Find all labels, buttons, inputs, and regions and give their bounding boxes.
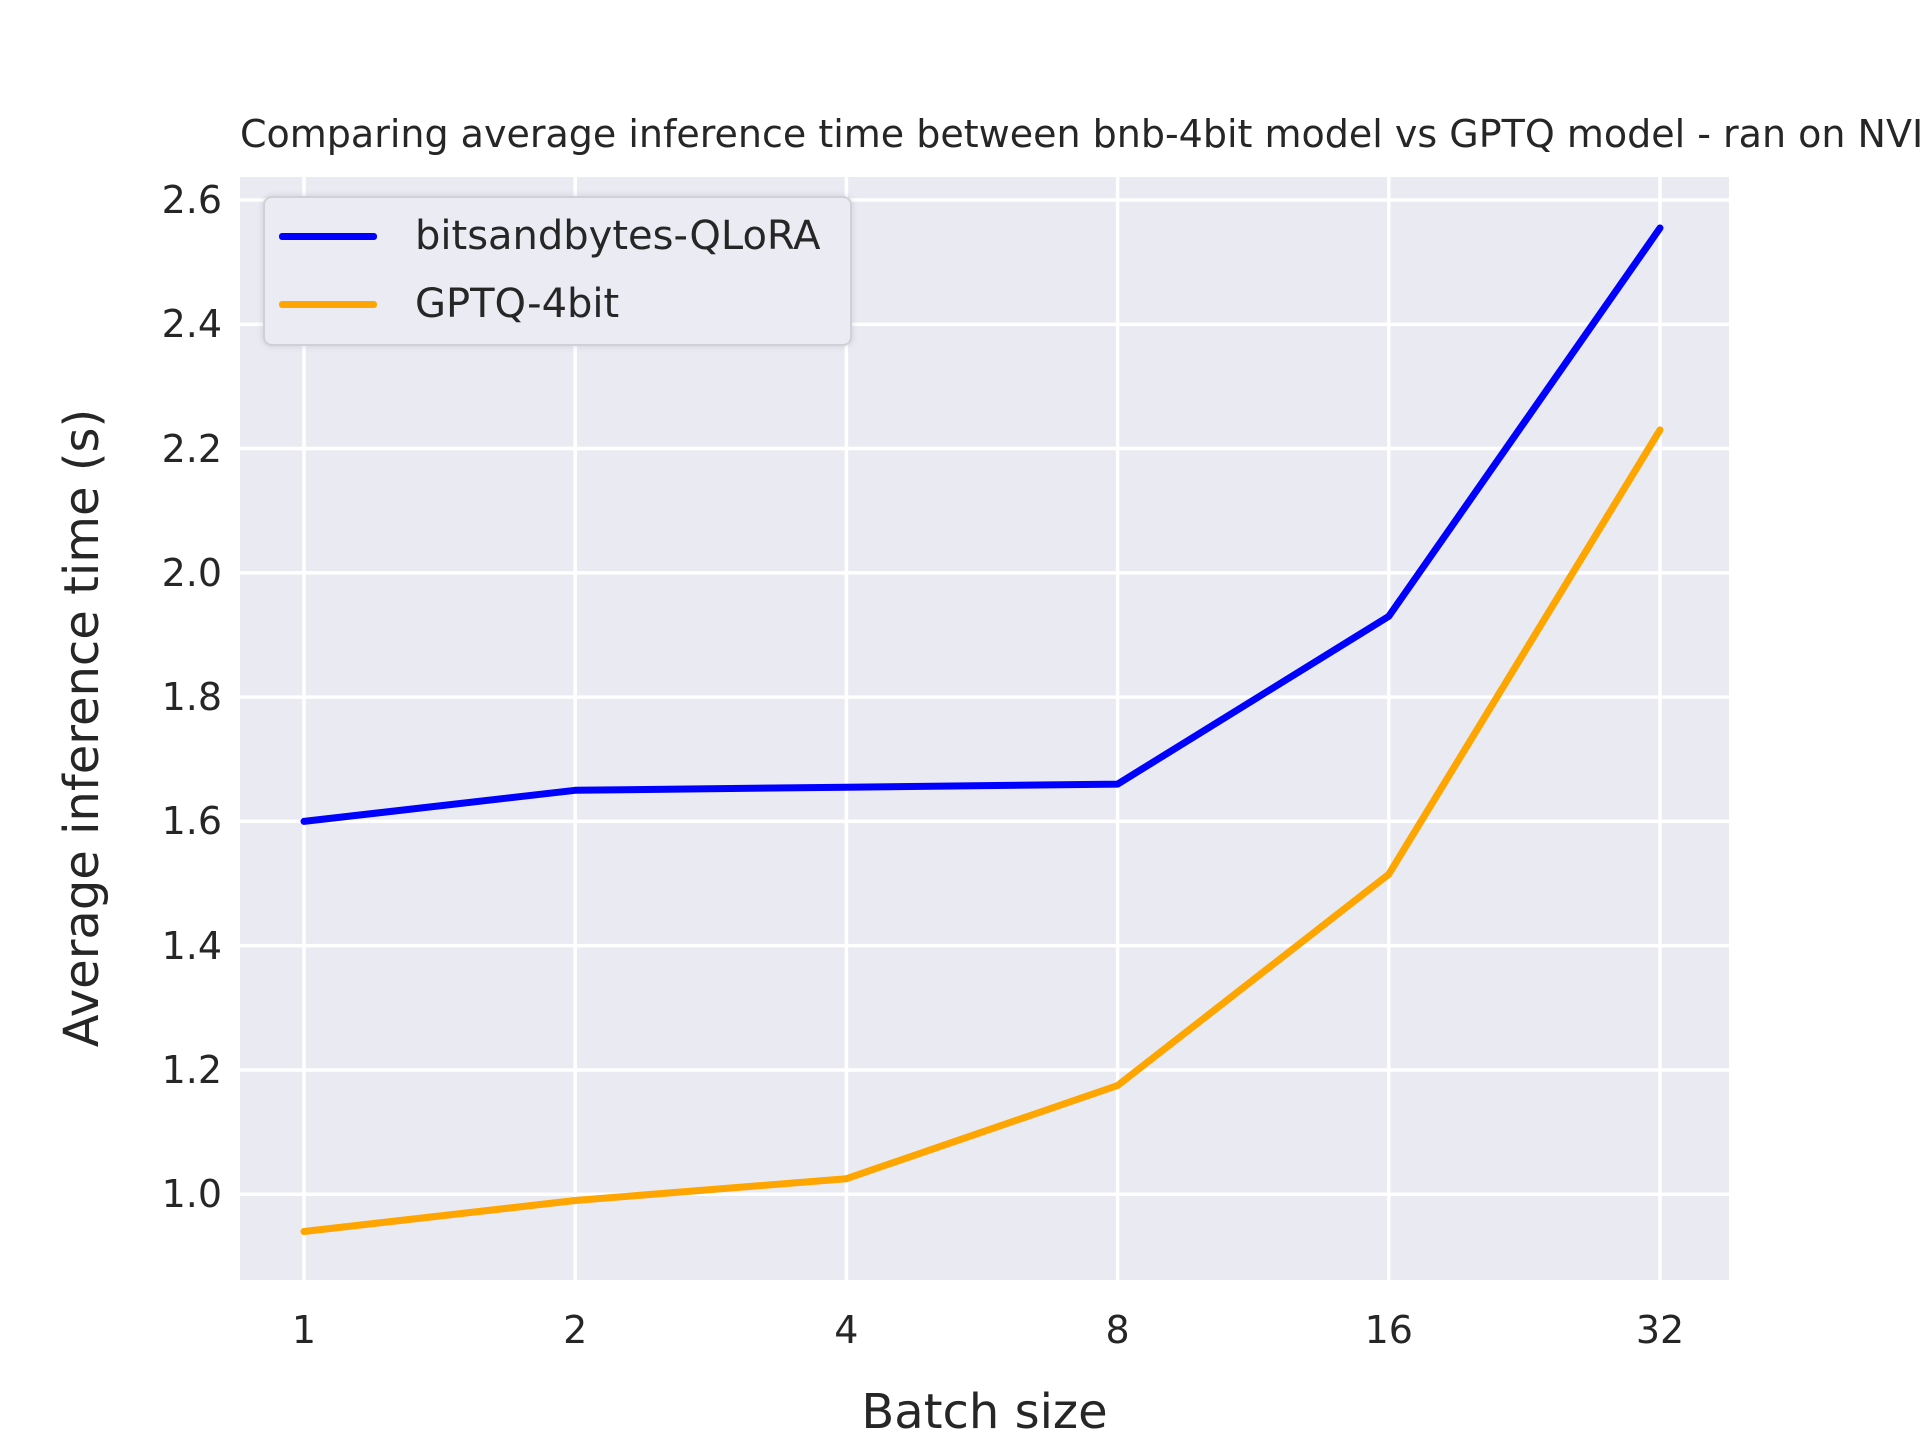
x-tick-label: 16 bbox=[1364, 1308, 1413, 1352]
x-tick-label: 32 bbox=[1635, 1308, 1685, 1352]
x-tick-label: 2 bbox=[563, 1308, 588, 1352]
plot-area bbox=[240, 177, 1729, 1280]
chart-canvas bbox=[240, 177, 1729, 1280]
y-tick-label: 2.6 bbox=[161, 177, 222, 222]
x-tick-label: 1 bbox=[291, 1308, 317, 1352]
y-tick-label: 2.0 bbox=[161, 550, 222, 595]
chart-title: Comparing average inference time between… bbox=[240, 112, 1920, 156]
y-tick-label: 2.2 bbox=[161, 426, 222, 471]
legend-label: GPTQ-4bit bbox=[415, 281, 620, 327]
legend: bitsandbytes-QLoRA GPTQ-4bit bbox=[263, 196, 853, 346]
x-tick-label: 8 bbox=[1105, 1308, 1130, 1352]
x-axis-label: Batch size bbox=[861, 1384, 1108, 1440]
legend-line-swatch bbox=[279, 232, 377, 240]
legend-line-swatch bbox=[279, 300, 377, 308]
x-tick-label: 4 bbox=[834, 1308, 859, 1352]
legend-label: bitsandbytes-QLoRA bbox=[415, 213, 821, 259]
y-tick-label: 2.4 bbox=[161, 302, 222, 347]
y-tick-label: 1.6 bbox=[161, 799, 222, 844]
series-line-GPTQ-4bit bbox=[300, 426, 1664, 1235]
y-tick-label: 1.4 bbox=[161, 923, 222, 968]
y-tick-label: 1.8 bbox=[161, 675, 222, 720]
y-tick-label: 1.2 bbox=[161, 1047, 222, 1092]
legend-row: GPTQ-4bit bbox=[279, 270, 820, 338]
legend-row: bitsandbytes-QLoRA bbox=[279, 202, 820, 270]
y-axis-label: Average inference time (s) bbox=[54, 408, 110, 1048]
series-line-bitsandbytes-QLoRA bbox=[300, 224, 1664, 825]
y-tick-label: 1.0 bbox=[161, 1172, 222, 1217]
